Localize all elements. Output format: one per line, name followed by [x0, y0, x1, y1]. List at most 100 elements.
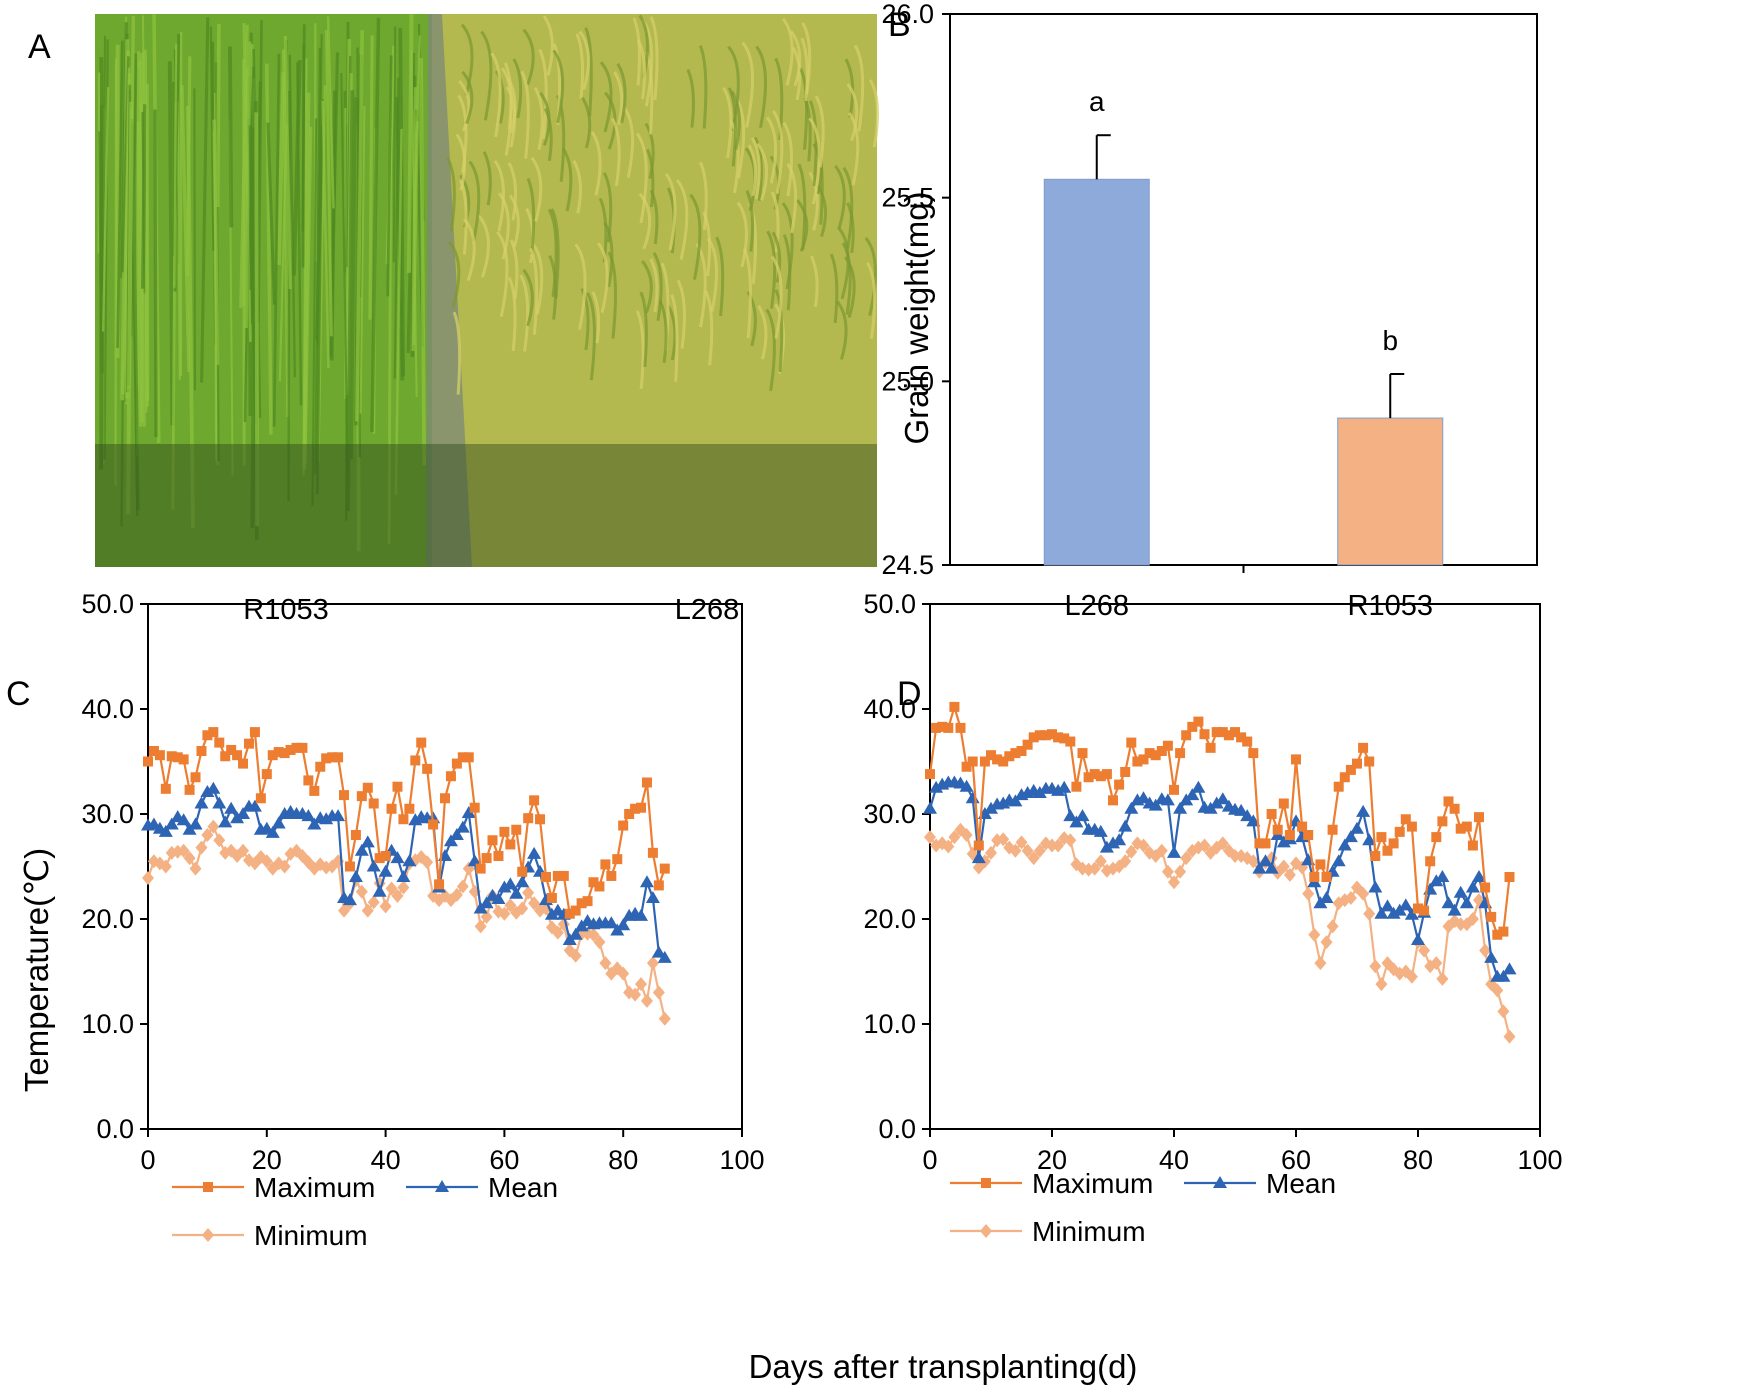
rice-panicle — [741, 41, 754, 128]
rice-leaf — [200, 17, 210, 383]
data-point-diamond — [1405, 969, 1418, 984]
data-point-diamond — [202, 1228, 214, 1242]
water-channel — [426, 14, 472, 567]
y-tick-label: 10.0 — [81, 1009, 134, 1039]
data-point-square — [1455, 823, 1466, 834]
rice-panicle — [482, 151, 492, 206]
series-minimum — [142, 819, 671, 1026]
data-point-triangle — [1258, 854, 1273, 867]
data-point-triangle — [1368, 880, 1383, 893]
plot-frame — [949, 13, 1538, 566]
rice-leaf — [193, 88, 197, 391]
data-point-triangle — [218, 815, 233, 828]
rice-panicle — [797, 163, 807, 251]
data-point-triangle — [164, 817, 179, 830]
data-point-square — [653, 880, 664, 891]
rice-panicle — [676, 279, 686, 349]
data-point-triangle — [1502, 962, 1517, 975]
data-point-diamond — [504, 898, 517, 913]
data-point-square — [487, 835, 498, 846]
data-point-diamond — [1033, 843, 1046, 858]
rice-panicle — [698, 45, 708, 129]
data-point-square — [416, 737, 427, 748]
data-point-square — [558, 870, 569, 881]
data-point-triangle — [1252, 861, 1267, 874]
data-point-triangle — [1148, 798, 1163, 811]
data-point-diamond — [1137, 838, 1150, 853]
data-point-triangle — [527, 846, 542, 859]
rice-panicle — [816, 184, 827, 237]
data-point-diamond — [640, 993, 653, 1008]
data-point-triangle — [247, 799, 262, 812]
data-point-diamond — [652, 985, 665, 1000]
data-point-diamond — [385, 881, 398, 896]
data-point-square — [1364, 756, 1375, 767]
data-point-square — [582, 896, 593, 907]
data-point-diamond — [1168, 875, 1180, 890]
data-point-triangle — [634, 908, 649, 921]
data-point-square — [1486, 911, 1497, 922]
data-point-diamond — [213, 833, 226, 848]
rice-panicle — [519, 274, 530, 352]
data-point-square — [1303, 830, 1314, 840]
data-point-diamond — [1363, 906, 1376, 921]
data-point-triangle — [390, 851, 405, 864]
data-point-square — [979, 756, 990, 767]
data-point-square — [961, 761, 972, 772]
data-point-square — [931, 722, 942, 733]
data-point-square — [1437, 816, 1448, 827]
rice-panicle — [722, 86, 733, 159]
data-point-diamond — [1277, 859, 1290, 874]
data-point-diamond — [1357, 886, 1370, 901]
data-point-square — [422, 763, 433, 774]
data-point-triangle — [1331, 854, 1346, 867]
legend-label: Mean — [1266, 1168, 1336, 1199]
rice-panicle — [509, 239, 519, 299]
x-tick-label: 40 — [1159, 1145, 1189, 1175]
data-point-diamond — [1326, 919, 1339, 934]
data-point-triangle — [206, 781, 221, 794]
rice-panicle — [689, 193, 702, 280]
rice-leaf — [406, 14, 414, 273]
data-point-square — [955, 722, 966, 733]
rice-panicle — [522, 28, 535, 86]
data-point-triangle — [449, 828, 464, 840]
data-point-square — [576, 898, 587, 909]
data-point-triangle — [1032, 786, 1047, 798]
y-axis-title: Grain weight(mg) — [898, 191, 935, 444]
data-point-square — [1309, 872, 1320, 882]
data-point-triangle — [461, 805, 476, 818]
rice-panicle — [462, 218, 476, 282]
rice-panicle — [638, 192, 652, 250]
data-point-square — [1028, 732, 1039, 743]
data-point-square — [505, 839, 516, 850]
data-point-diamond — [593, 935, 606, 950]
data-point-triangle — [1191, 780, 1206, 793]
data-point-diamond — [367, 895, 380, 910]
plot-frame — [147, 603, 743, 1130]
photo-label-left: R1053 — [243, 594, 328, 626]
rice-leaf — [209, 26, 215, 251]
data-point-square — [481, 853, 492, 864]
data-point-triangle — [645, 891, 660, 903]
data-point-square — [143, 756, 153, 767]
rice-panicle — [547, 208, 558, 298]
data-point-square — [172, 752, 183, 763]
data-point-diamond — [522, 885, 535, 900]
data-point-square — [1156, 746, 1167, 756]
data-point-square — [154, 750, 165, 761]
data-point-triangle — [1447, 903, 1462, 916]
data-point-diamond — [1314, 956, 1327, 971]
data-point-diamond — [474, 919, 487, 934]
rice-leaf — [355, 30, 364, 422]
data-point-triangle — [639, 875, 654, 888]
data-point-square — [1211, 727, 1222, 738]
data-point-diamond — [1125, 844, 1138, 859]
data-point-square — [1443, 796, 1454, 807]
data-point-square — [1480, 882, 1491, 893]
bar — [1043, 178, 1150, 566]
rice-panicle — [649, 258, 659, 313]
data-point-triangle — [1453, 885, 1468, 898]
rice-panicle — [729, 119, 740, 194]
